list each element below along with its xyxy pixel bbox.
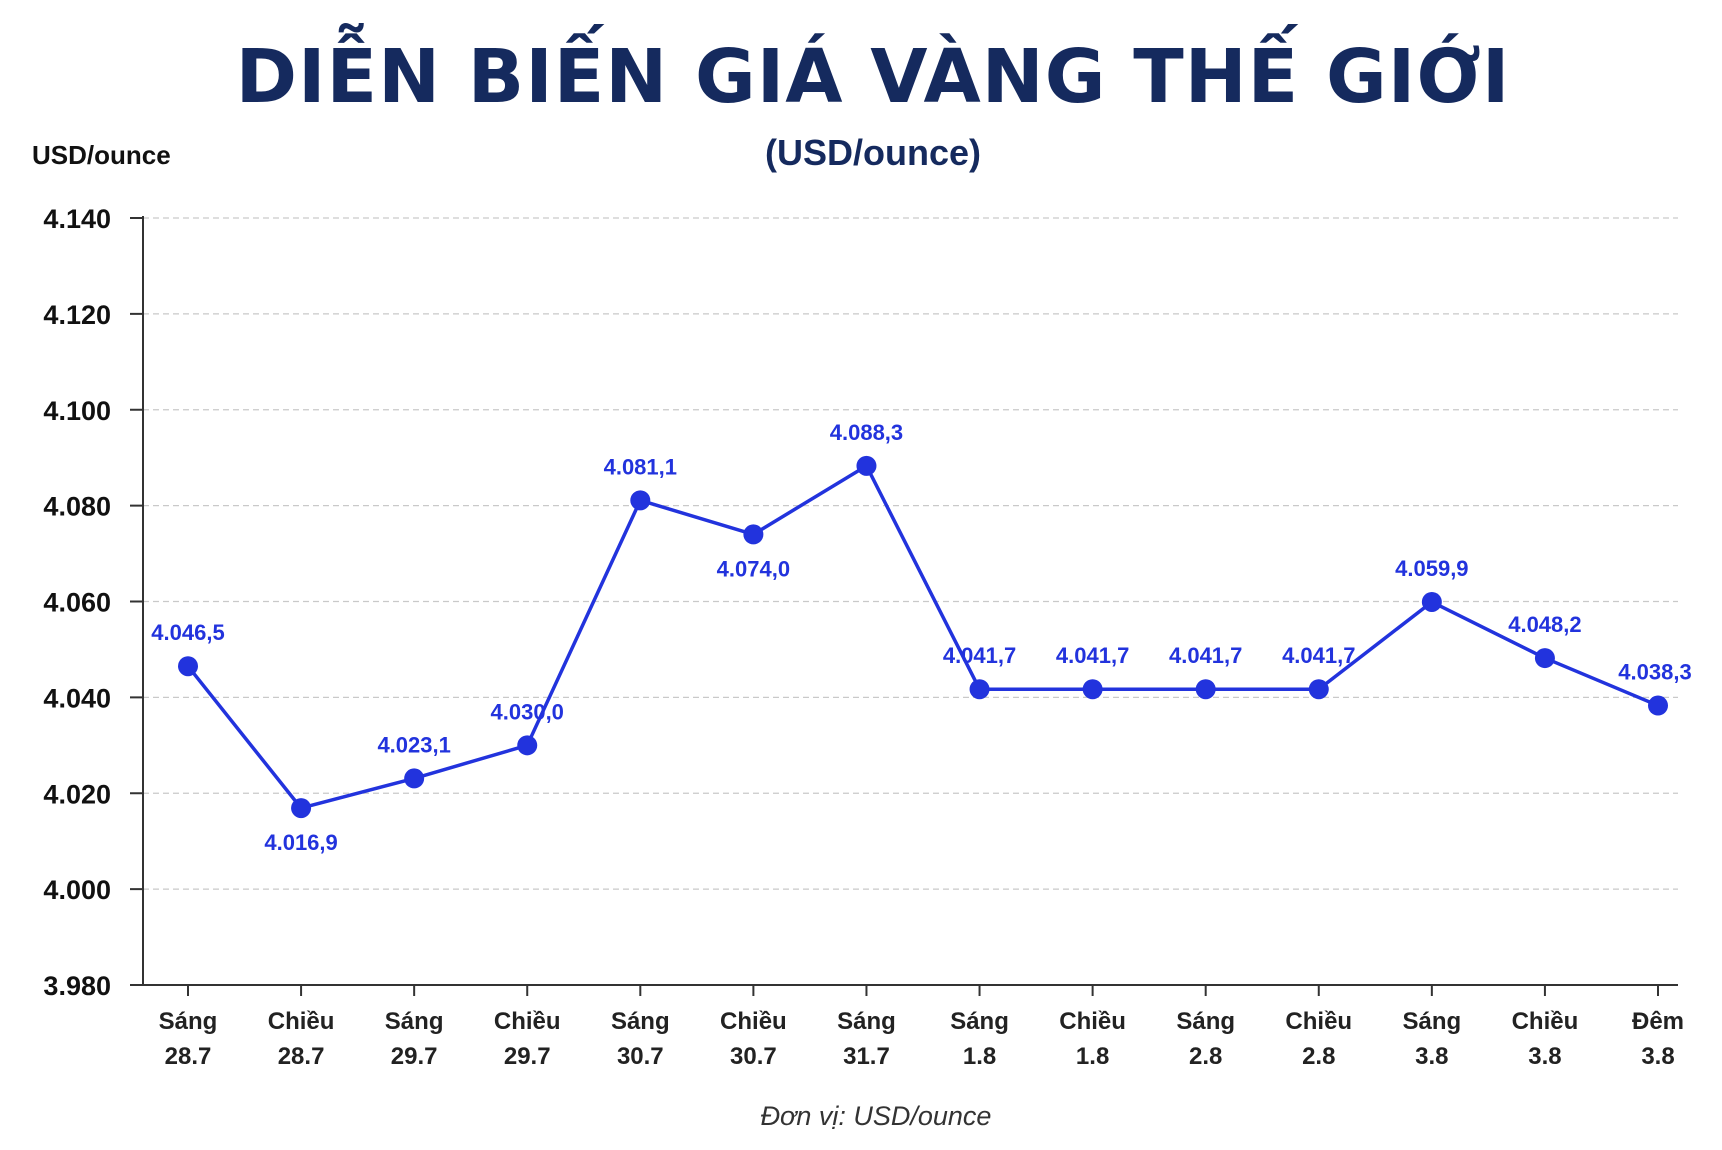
- data-label: 4.046,5: [151, 620, 224, 645]
- x-tick-label-date: 2.8: [1302, 1043, 1335, 1070]
- data-label: 4.016,9: [264, 830, 337, 855]
- price-series: [178, 455, 1668, 819]
- x-tick-label-date: 29.7: [504, 1043, 551, 1070]
- data-point: [1308, 679, 1329, 700]
- chart-subtitle: (USD/ounce): [765, 132, 981, 173]
- data-label: 4.023,1: [377, 732, 450, 757]
- y-tick-label: 4.040: [43, 683, 111, 713]
- x-tick-label-date: 31.7: [843, 1043, 890, 1070]
- x-tick-label-period: Chiều: [268, 1008, 335, 1035]
- y-axis-unit-label: USD/ounce: [32, 140, 171, 170]
- y-tick-label: 4.140: [43, 204, 111, 234]
- x-tick-label-date: 1.8: [1076, 1043, 1109, 1070]
- data-point: [517, 735, 538, 756]
- x-tick-label-period: Chiều: [1285, 1008, 1352, 1035]
- data-label: 4.074,0: [717, 556, 790, 581]
- data-label: 4.081,1: [604, 454, 677, 479]
- x-tick-label-date: 30.7: [730, 1043, 777, 1070]
- data-label: 4.030,0: [491, 699, 564, 724]
- data-point: [178, 656, 198, 677]
- data-label: 4.048,2: [1508, 612, 1581, 637]
- data-point: [1082, 679, 1103, 700]
- x-tick-label-period: Chiều: [1059, 1008, 1126, 1035]
- data-point: [404, 768, 425, 789]
- y-tick-label: 4.100: [43, 396, 111, 426]
- gridlines: [143, 217, 1678, 890]
- x-tick-label-date: 28.7: [278, 1043, 325, 1070]
- x-tick-label-period: Sáng: [159, 1008, 218, 1035]
- x-tick-label-period: Sáng: [837, 1008, 896, 1035]
- data-point: [1648, 695, 1668, 716]
- data-label: 4.041,7: [1056, 643, 1129, 668]
- x-tick-label-period: Sáng: [950, 1008, 1009, 1035]
- x-tick-label-date: 29.7: [391, 1043, 438, 1070]
- y-axis-ticks: 3.980 4.000 4.020 4.040 4.060 4.080 4.100 4.120…: [43, 204, 143, 1001]
- data-labels: 4.046,5 4.016,9 4.023,1 4.030,0 4.081,1 4.074…: [151, 420, 1691, 855]
- data-label: 4.088,3: [830, 420, 903, 445]
- chart-title: DIỄN BIẾN GIÁ VÀNG THẾ GIỚI: [236, 22, 1511, 120]
- y-tick-label: 4.020: [43, 779, 111, 809]
- data-label: 4.059,9: [1395, 556, 1468, 581]
- x-tick-label-date: 3.8: [1528, 1043, 1561, 1070]
- x-tick-label-period: Chiều: [1512, 1008, 1579, 1035]
- x-tick-label-date: 30.7: [617, 1043, 664, 1070]
- data-label: 4.041,7: [1169, 643, 1242, 668]
- x-tick-label-period: Chiều: [494, 1008, 561, 1035]
- unit-footnote: Đơn vị: USD/ounce: [761, 1101, 992, 1131]
- y-tick-label: 4.000: [43, 875, 111, 905]
- y-tick-label: 4.060: [43, 588, 111, 618]
- data-point: [1421, 591, 1442, 612]
- data-point: [291, 798, 312, 819]
- x-axis-ticks: Sáng 28.7 Chiều 28.7 Sáng 29.7 Chiều 29.7 Sáng 30…: [159, 985, 1684, 1070]
- y-tick-label: 3.980: [43, 971, 111, 1001]
- x-tick-label-period: Sáng: [1403, 1008, 1462, 1035]
- x-tick-label-period: Đêm: [1632, 1008, 1684, 1035]
- x-tick-label-period: Sáng: [385, 1008, 444, 1035]
- x-tick-label-period: Chiều: [720, 1008, 787, 1035]
- data-point: [1534, 648, 1555, 669]
- x-tick-label-date: 3.8: [1641, 1043, 1674, 1070]
- series-line: [186, 464, 1659, 810]
- x-tick-label-date: 2.8: [1189, 1043, 1222, 1070]
- data-point: [743, 524, 764, 545]
- data-point: [1195, 679, 1216, 700]
- x-tick-label-date: 28.7: [165, 1043, 212, 1070]
- x-tick-label-date: 3.8: [1415, 1043, 1448, 1070]
- data-point: [856, 455, 877, 476]
- axes: [142, 216, 1678, 986]
- data-point: [969, 679, 990, 700]
- data-point: [630, 490, 651, 511]
- x-tick-label-period: Sáng: [1176, 1008, 1235, 1035]
- data-label: 4.038,3: [1618, 660, 1691, 685]
- data-label: 4.041,7: [943, 643, 1016, 668]
- x-tick-label-date: 1.8: [963, 1043, 996, 1070]
- x-tick-label-period: Sáng: [611, 1008, 670, 1035]
- y-tick-label: 4.080: [43, 492, 111, 522]
- y-tick-label: 4.120: [43, 300, 111, 330]
- data-label: 4.041,7: [1282, 643, 1355, 668]
